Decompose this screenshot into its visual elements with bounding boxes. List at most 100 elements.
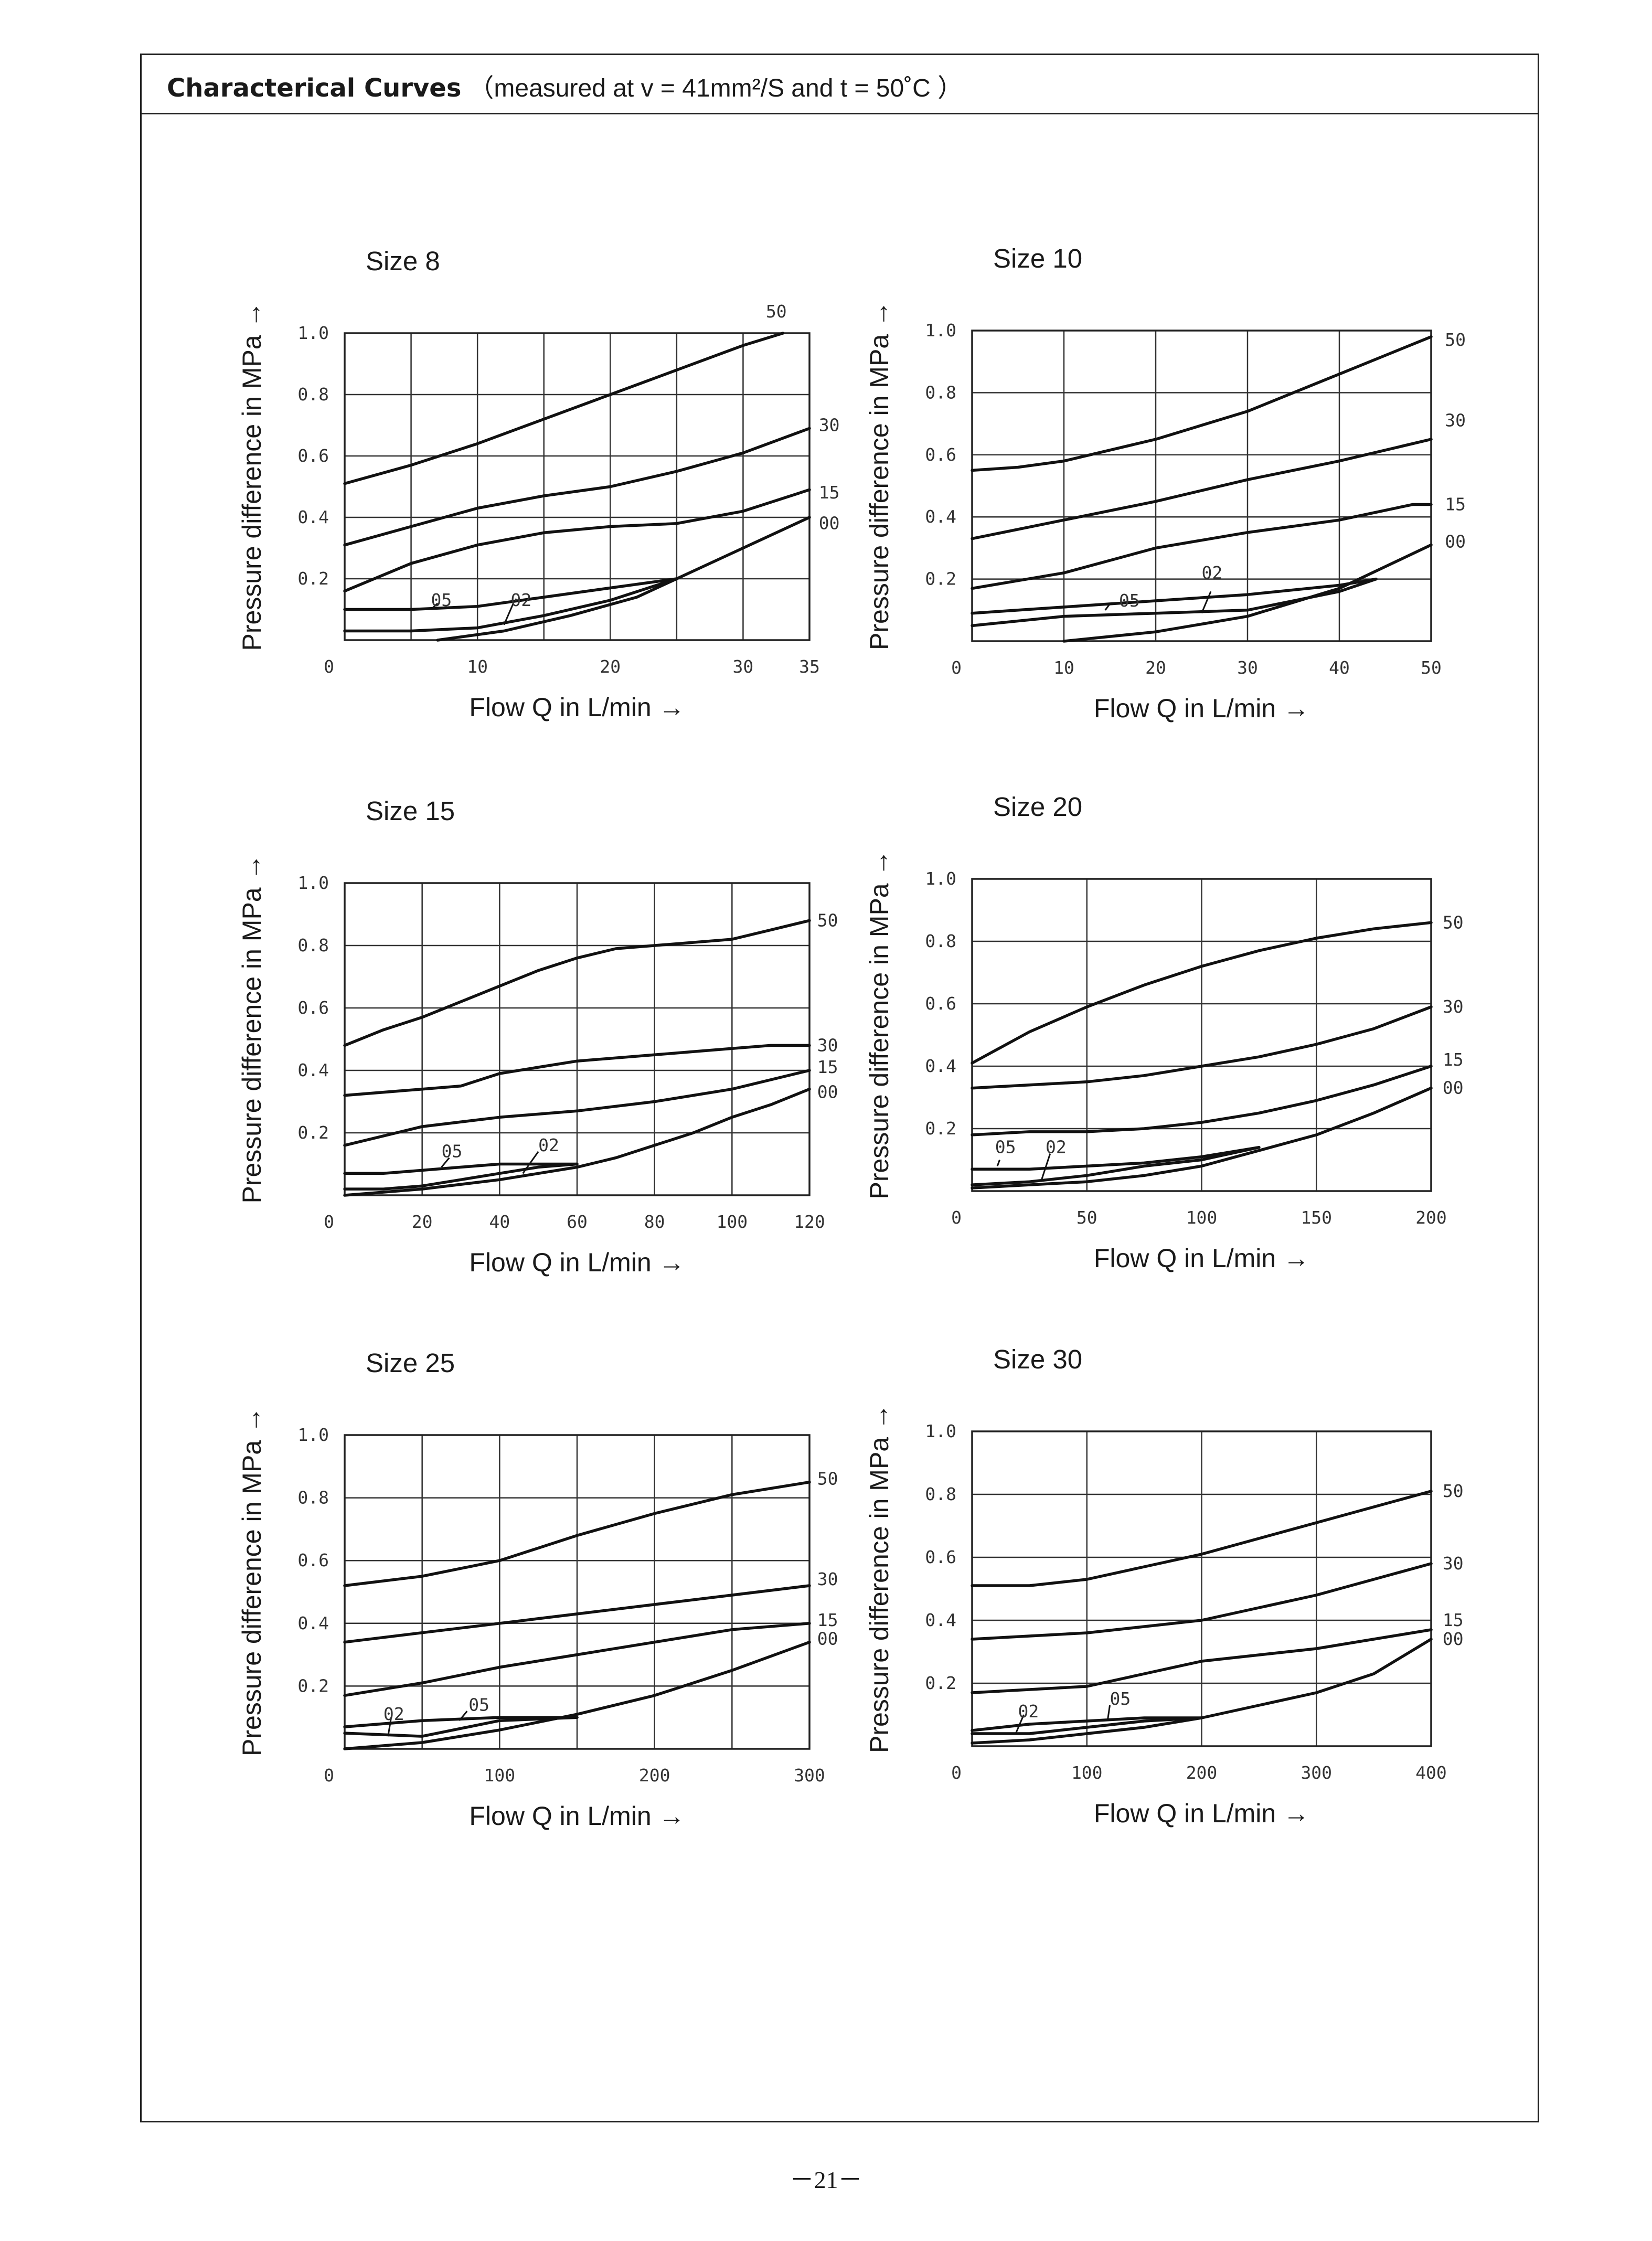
- series-line-05: [343, 577, 678, 611]
- x-tick-label: 30: [733, 656, 754, 677]
- series-line-02: [343, 1162, 579, 1191]
- x-tick-label: 0: [324, 1212, 334, 1232]
- series-line-30: [971, 1562, 1433, 1641]
- series-leader-02: [1201, 591, 1212, 614]
- x-tick-label: 10: [467, 656, 488, 677]
- series-line-05: [343, 1716, 579, 1738]
- y-axis-label: Pressure difference in MPa →: [865, 1404, 894, 1753]
- series-line-30: [343, 1044, 811, 1097]
- page-number: －21－: [790, 2166, 862, 2193]
- series-label-02: 02: [510, 590, 531, 610]
- y-tick-label: 0.2: [925, 1673, 956, 1693]
- x-tick-label: 20: [600, 656, 621, 677]
- x-tick-label: 150: [1301, 1207, 1332, 1228]
- y-tick-label: 0.4: [925, 1610, 956, 1630]
- series-label-50: 50: [1443, 912, 1464, 932]
- series-label-05: 05: [995, 1137, 1016, 1157]
- y-axis-label: Pressure difference in MPa →: [237, 301, 267, 651]
- series-line-15: [343, 488, 811, 593]
- x-tick-label: 400: [1415, 1762, 1447, 1783]
- chart-title: Size 10: [993, 243, 1082, 273]
- x-tick-label: 30: [1237, 657, 1258, 678]
- y-axis-label: Pressure difference in MPa →: [865, 849, 894, 1199]
- series-line-00: [1062, 543, 1433, 643]
- chart-title: Size 30: [993, 1344, 1082, 1374]
- series-label-15: 15: [817, 1057, 838, 1077]
- x-tick-label: 50: [1077, 1207, 1097, 1228]
- series-leader-05: [441, 1157, 450, 1168]
- series-label-15: 15: [1445, 494, 1466, 515]
- series-leader-02: [522, 1151, 539, 1174]
- series-line-02: [971, 1145, 1261, 1186]
- series-leader-05: [996, 1159, 1000, 1166]
- series-label-02: 02: [383, 1704, 404, 1724]
- x-tick-label: 40: [489, 1212, 510, 1232]
- series-line-15: [971, 503, 1433, 590]
- series-line-30: [971, 1005, 1433, 1090]
- series-leader-02: [1015, 1714, 1025, 1734]
- series-leader-02: [387, 1717, 392, 1737]
- x-tick-label: 100: [1071, 1762, 1103, 1783]
- series-label-02: 02: [1202, 562, 1223, 583]
- x-tick-label: 120: [794, 1212, 825, 1232]
- x-tick-label: 20: [1145, 657, 1166, 678]
- y-tick-label: 0.8: [297, 935, 329, 955]
- y-tick-label: 1.0: [925, 868, 956, 889]
- x-axis-label: Flow Q in L/min →: [469, 1248, 685, 1277]
- series-line-02: [343, 1716, 579, 1728]
- y-tick-label: 0.6: [925, 993, 956, 1014]
- y-axis-label: Pressure difference in MPa →: [237, 854, 267, 1203]
- x-tick-label: 0: [951, 657, 962, 678]
- plot-area: [344, 882, 811, 1196]
- x-tick-label: 20: [412, 1212, 433, 1232]
- series-line-30: [343, 1584, 811, 1644]
- x-tick-label: 0: [324, 1765, 334, 1786]
- series-line-50: [971, 1490, 1433, 1587]
- y-tick-label: 0.4: [297, 507, 329, 527]
- series-line-15: [343, 1622, 811, 1697]
- y-tick-label: 0.6: [297, 445, 329, 466]
- series-label-00: 00: [819, 513, 840, 534]
- series-leader-05: [1104, 603, 1111, 611]
- series-label-05: 05: [1110, 1688, 1131, 1709]
- series-label-02: 02: [538, 1135, 559, 1155]
- x-tick-label: 50: [1421, 657, 1442, 678]
- y-tick-label: 0.4: [925, 1056, 956, 1076]
- series-label-15: 15: [817, 1610, 838, 1630]
- x-tick-label: 100: [1186, 1207, 1218, 1228]
- series-label-50: 50: [766, 301, 787, 322]
- series-line-15: [971, 1628, 1433, 1694]
- x-tick-label: 100: [484, 1765, 516, 1786]
- x-tick-label: 60: [567, 1212, 588, 1232]
- header-title: Characterical Curves: [167, 73, 462, 103]
- series-line-02: [343, 577, 678, 633]
- y-tick-label: 0.2: [925, 569, 956, 589]
- series-line-50: [343, 332, 785, 485]
- y-tick-label: 0.6: [297, 1550, 329, 1570]
- y-tick-label: 0.4: [925, 506, 956, 527]
- x-axis-label: Flow Q in L/min →: [469, 1801, 685, 1831]
- series-label-02: 02: [1046, 1137, 1067, 1157]
- series-label-02: 02: [1018, 1701, 1039, 1722]
- y-tick-label: 0.8: [297, 1488, 329, 1508]
- series-label-50: 50: [1443, 1481, 1464, 1501]
- x-tick-label: 0: [951, 1762, 962, 1783]
- y-tick-label: 0.6: [925, 444, 956, 465]
- series-line-00: [343, 1640, 811, 1750]
- x-tick-label: 80: [644, 1212, 665, 1232]
- series-line-30: [971, 438, 1433, 540]
- series-label-30: 30: [1443, 996, 1464, 1017]
- y-tick-label: 0.4: [297, 1613, 329, 1633]
- x-axis-label: Flow Q in L/min →: [1094, 1244, 1309, 1273]
- x-axis-label: Flow Q in L/min →: [1094, 1799, 1309, 1828]
- y-tick-label: 1.0: [925, 1421, 956, 1441]
- chart-2: 0 10 20 30 40 50 0.2 0.4 0.6 0.8 1.0 Size 10 Flow Q …: [865, 243, 1466, 723]
- series-line-02: [971, 1716, 1203, 1732]
- y-tick-label: 1.0: [297, 323, 329, 343]
- y-tick-label: 0.8: [297, 384, 329, 405]
- series-line-00: [971, 1086, 1433, 1189]
- x-tick-label: 10: [1053, 657, 1074, 678]
- page-frame: [140, 54, 1539, 2122]
